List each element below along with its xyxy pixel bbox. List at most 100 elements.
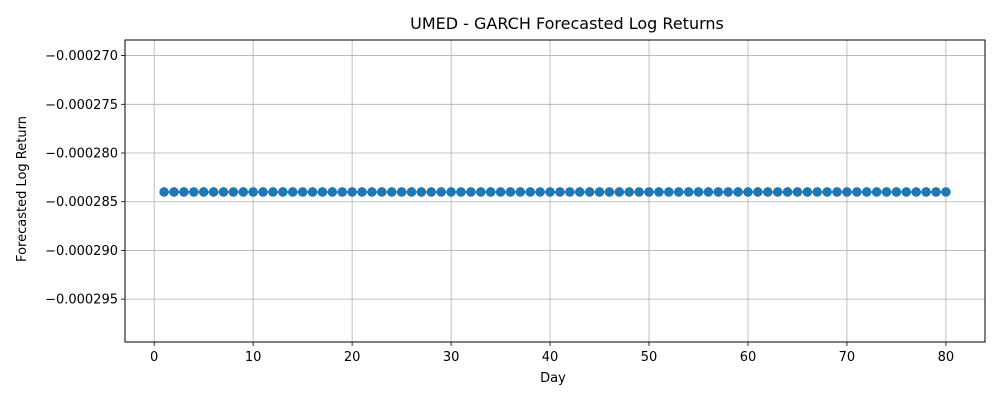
data-point	[238, 187, 249, 197]
data-point	[772, 187, 783, 197]
data-point	[347, 187, 357, 197]
data-point	[683, 187, 694, 197]
data-point	[406, 187, 417, 197]
data-point	[475, 187, 486, 197]
data-point	[466, 187, 476, 197]
data-point	[673, 187, 684, 197]
data-point	[515, 187, 526, 197]
x-tick-label: 70	[839, 350, 856, 365]
data-point	[693, 187, 704, 197]
data-point	[871, 187, 882, 197]
data-point	[713, 187, 724, 197]
data-point	[753, 187, 763, 197]
data-point	[822, 187, 832, 197]
data-point	[188, 187, 199, 197]
data-point	[604, 187, 615, 197]
y-tick-label: −0.000275	[45, 98, 118, 113]
data-point	[941, 187, 951, 197]
data-point	[327, 187, 338, 197]
data-point	[792, 187, 803, 197]
data-point	[545, 187, 555, 197]
data-point	[505, 187, 516, 197]
x-tick-label: 80	[938, 350, 955, 365]
y-tick-label: −0.000270	[45, 49, 118, 64]
data-point	[179, 187, 189, 197]
y-axis-ticks: −0.000295 −0.000290 −0.000285 −0.000280 −0.0…	[45, 49, 125, 308]
data-point	[733, 187, 743, 197]
data-point	[416, 187, 427, 197]
data-point	[436, 187, 446, 197]
data-point	[812, 187, 823, 197]
data-point	[396, 187, 407, 197]
data-point	[218, 187, 229, 197]
data-point	[525, 187, 536, 197]
y-axis-label: Forecasted Log Return	[15, 116, 30, 262]
data-point	[456, 187, 466, 197]
y-tick-label: −0.000285	[45, 195, 118, 210]
data-point	[198, 187, 209, 197]
x-tick-label: 10	[245, 350, 262, 365]
data-point	[248, 187, 258, 197]
data-point	[614, 187, 625, 197]
data-point	[317, 187, 328, 197]
data-point	[278, 187, 288, 197]
data-point	[169, 187, 179, 197]
data-point	[446, 187, 456, 197]
data-point	[555, 187, 565, 197]
data-point	[644, 187, 654, 197]
y-tick-label: −0.000290	[45, 244, 118, 259]
data-point	[258, 187, 268, 197]
data-point	[307, 187, 318, 197]
data-point	[654, 187, 664, 197]
data-point	[297, 187, 308, 197]
grid	[125, 40, 985, 342]
data-point	[901, 187, 912, 197]
x-tick-label: 20	[344, 350, 361, 365]
y-tick-label: −0.000280	[45, 147, 118, 162]
data-point	[782, 187, 793, 197]
data-point	[377, 187, 387, 197]
data-point	[535, 187, 545, 197]
x-tick-label: 30	[443, 350, 460, 365]
data-point	[565, 187, 575, 197]
data-point	[357, 187, 367, 197]
data-point	[911, 187, 922, 197]
data-point	[268, 187, 278, 197]
data-point	[802, 187, 813, 197]
data-point	[832, 187, 842, 197]
data-point	[743, 187, 753, 197]
x-tick-label: 40	[542, 350, 559, 365]
data-point	[208, 187, 219, 197]
data-point	[842, 187, 852, 197]
plot-area-frame	[124, 39, 986, 343]
data-point	[723, 187, 733, 197]
x-axis-label: Day	[540, 371, 566, 386]
data-point	[921, 187, 931, 197]
data-point	[931, 187, 941, 197]
data-point	[337, 187, 348, 197]
data-point	[703, 187, 714, 197]
x-axis-ticks: 0 10 20 30 40 50 60 70 80	[150, 342, 954, 365]
data-point	[664, 187, 674, 197]
series-markers	[159, 187, 951, 197]
data-point	[634, 187, 644, 197]
chart-title: UMED - GARCH Forecasted Log Returns	[410, 14, 724, 33]
data-point	[426, 187, 437, 197]
data-point	[367, 187, 377, 197]
data-point	[485, 187, 496, 197]
data-point	[762, 187, 773, 197]
data-point	[159, 187, 169, 197]
data-point	[861, 187, 872, 197]
y-tick-label: −0.000295	[45, 293, 118, 308]
data-point	[574, 187, 585, 197]
data-point	[228, 187, 239, 197]
data-point	[891, 187, 902, 197]
data-point	[386, 187, 397, 197]
data-point	[852, 187, 862, 197]
data-point	[287, 187, 298, 197]
data-point	[594, 187, 605, 197]
data-point	[881, 187, 892, 197]
data-point	[624, 187, 635, 197]
